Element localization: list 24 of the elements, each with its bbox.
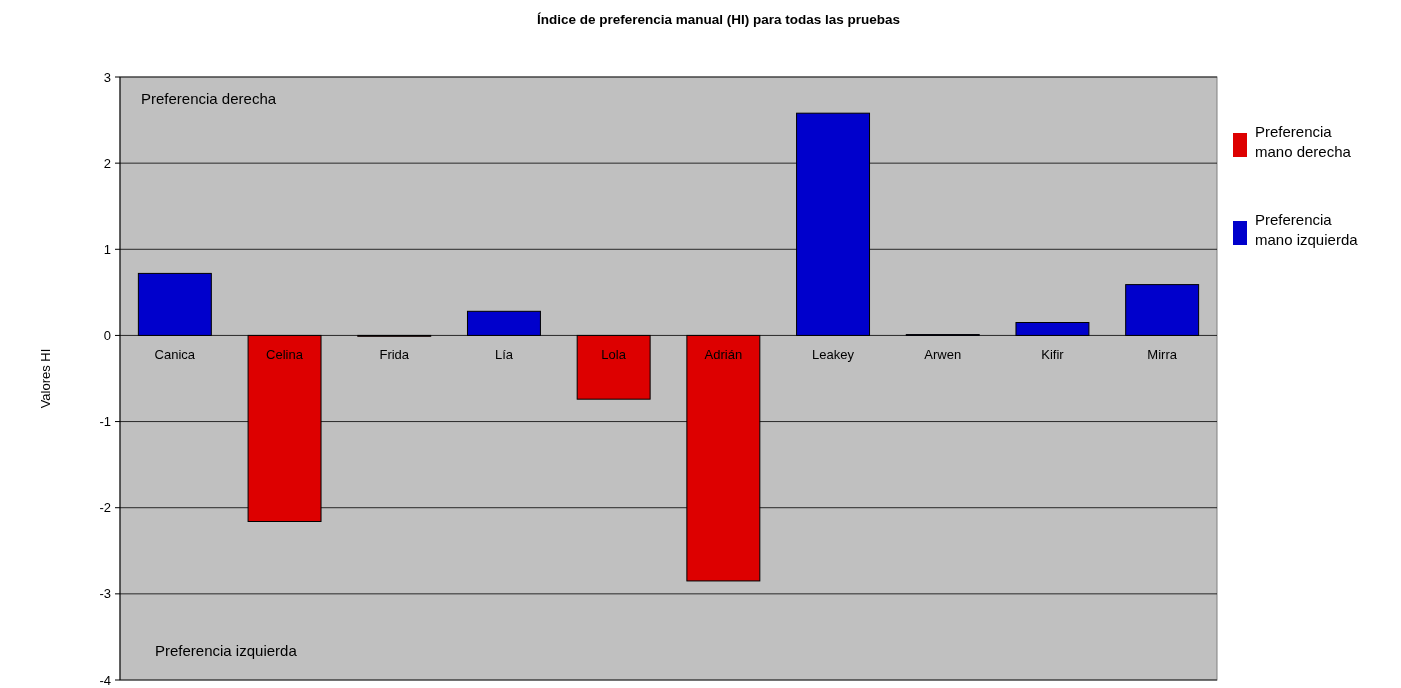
- x-tick-label: Canica: [154, 347, 196, 363]
- y-tick-label: 3: [103, 69, 111, 85]
- y-tick-label: 0: [103, 327, 111, 343]
- y-tick-label: -4: [99, 672, 111, 688]
- x-tick-label: Lía: [494, 347, 514, 363]
- x-tick-label: Arwen: [924, 347, 962, 363]
- chart-title: Índice de preferencia manual (HI) para todas las pruebas: [536, 12, 901, 27]
- legend-label: Preferencia mano izquierda: [1255, 211, 1359, 248]
- y-tick-label: -1: [99, 414, 111, 430]
- y-tick-label: 1: [103, 241, 111, 257]
- y-axis-title: Valores HI: [38, 348, 53, 409]
- y-tick-label: -2: [99, 500, 111, 516]
- x-tick-label: Lola: [601, 347, 627, 363]
- legend-label: Preferencia mano derecha: [1255, 123, 1352, 160]
- x-tick-label: Leakey: [812, 347, 855, 363]
- annotation: Preferencia izquierda: [155, 642, 298, 659]
- x-tick-label: Mirra: [1147, 347, 1178, 363]
- x-tick-label: Frida: [379, 347, 410, 363]
- y-tick-label: 2: [103, 155, 111, 171]
- x-tick-label: Celina: [266, 347, 304, 363]
- x-tick-label: Kifir: [1041, 347, 1065, 363]
- y-tick-label: -3: [99, 586, 111, 602]
- annotation: Preferencia derecha: [141, 90, 277, 107]
- x-tick-label: Adrián: [704, 347, 743, 363]
